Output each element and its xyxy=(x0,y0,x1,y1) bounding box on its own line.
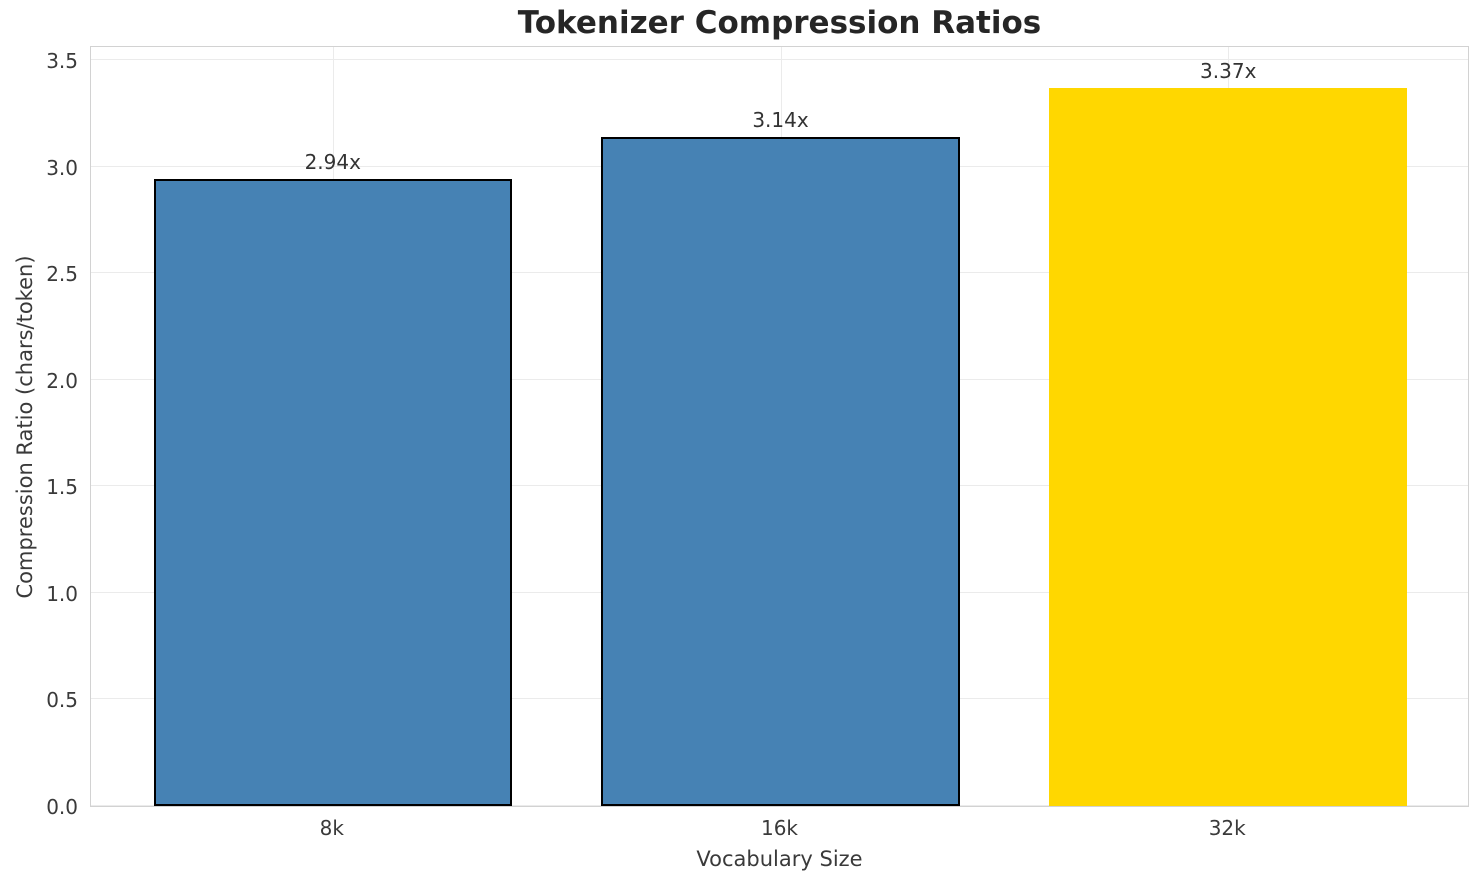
y-tick-label: 1.0 xyxy=(46,581,78,606)
gridline-h xyxy=(91,58,1468,60)
bar-value-label: 3.14x xyxy=(752,107,809,132)
y-tick-label: 0.0 xyxy=(46,795,78,819)
bar-value-label: 2.94x xyxy=(304,150,361,175)
y-tick-label: 3.0 xyxy=(46,155,78,180)
bar-8k xyxy=(153,179,512,806)
x-tick-label: 8k xyxy=(319,816,344,840)
plot-area: 2.94x 3.14x 3.37x xyxy=(90,46,1469,807)
y-tick-label: 1.5 xyxy=(46,475,78,500)
chart-title: Tokenizer Compression Ratios xyxy=(517,5,1042,41)
x-axis-title: Vocabulary Size xyxy=(696,847,863,871)
bar-value-label: 3.37x xyxy=(1200,58,1257,83)
x-tick-label: 32k xyxy=(1208,816,1246,840)
x-tick-label: 16k xyxy=(760,816,799,840)
y-tick-label: 0.5 xyxy=(46,688,78,713)
y-axis-title: Compression Ratio (chars/token) xyxy=(13,255,37,599)
bar-32k xyxy=(1049,87,1408,806)
y-tick-label: 3.5 xyxy=(46,48,78,73)
bar-16k xyxy=(601,136,960,806)
y-tick-label: 2.0 xyxy=(46,368,78,393)
y-tick-label: 2.5 xyxy=(46,262,78,287)
